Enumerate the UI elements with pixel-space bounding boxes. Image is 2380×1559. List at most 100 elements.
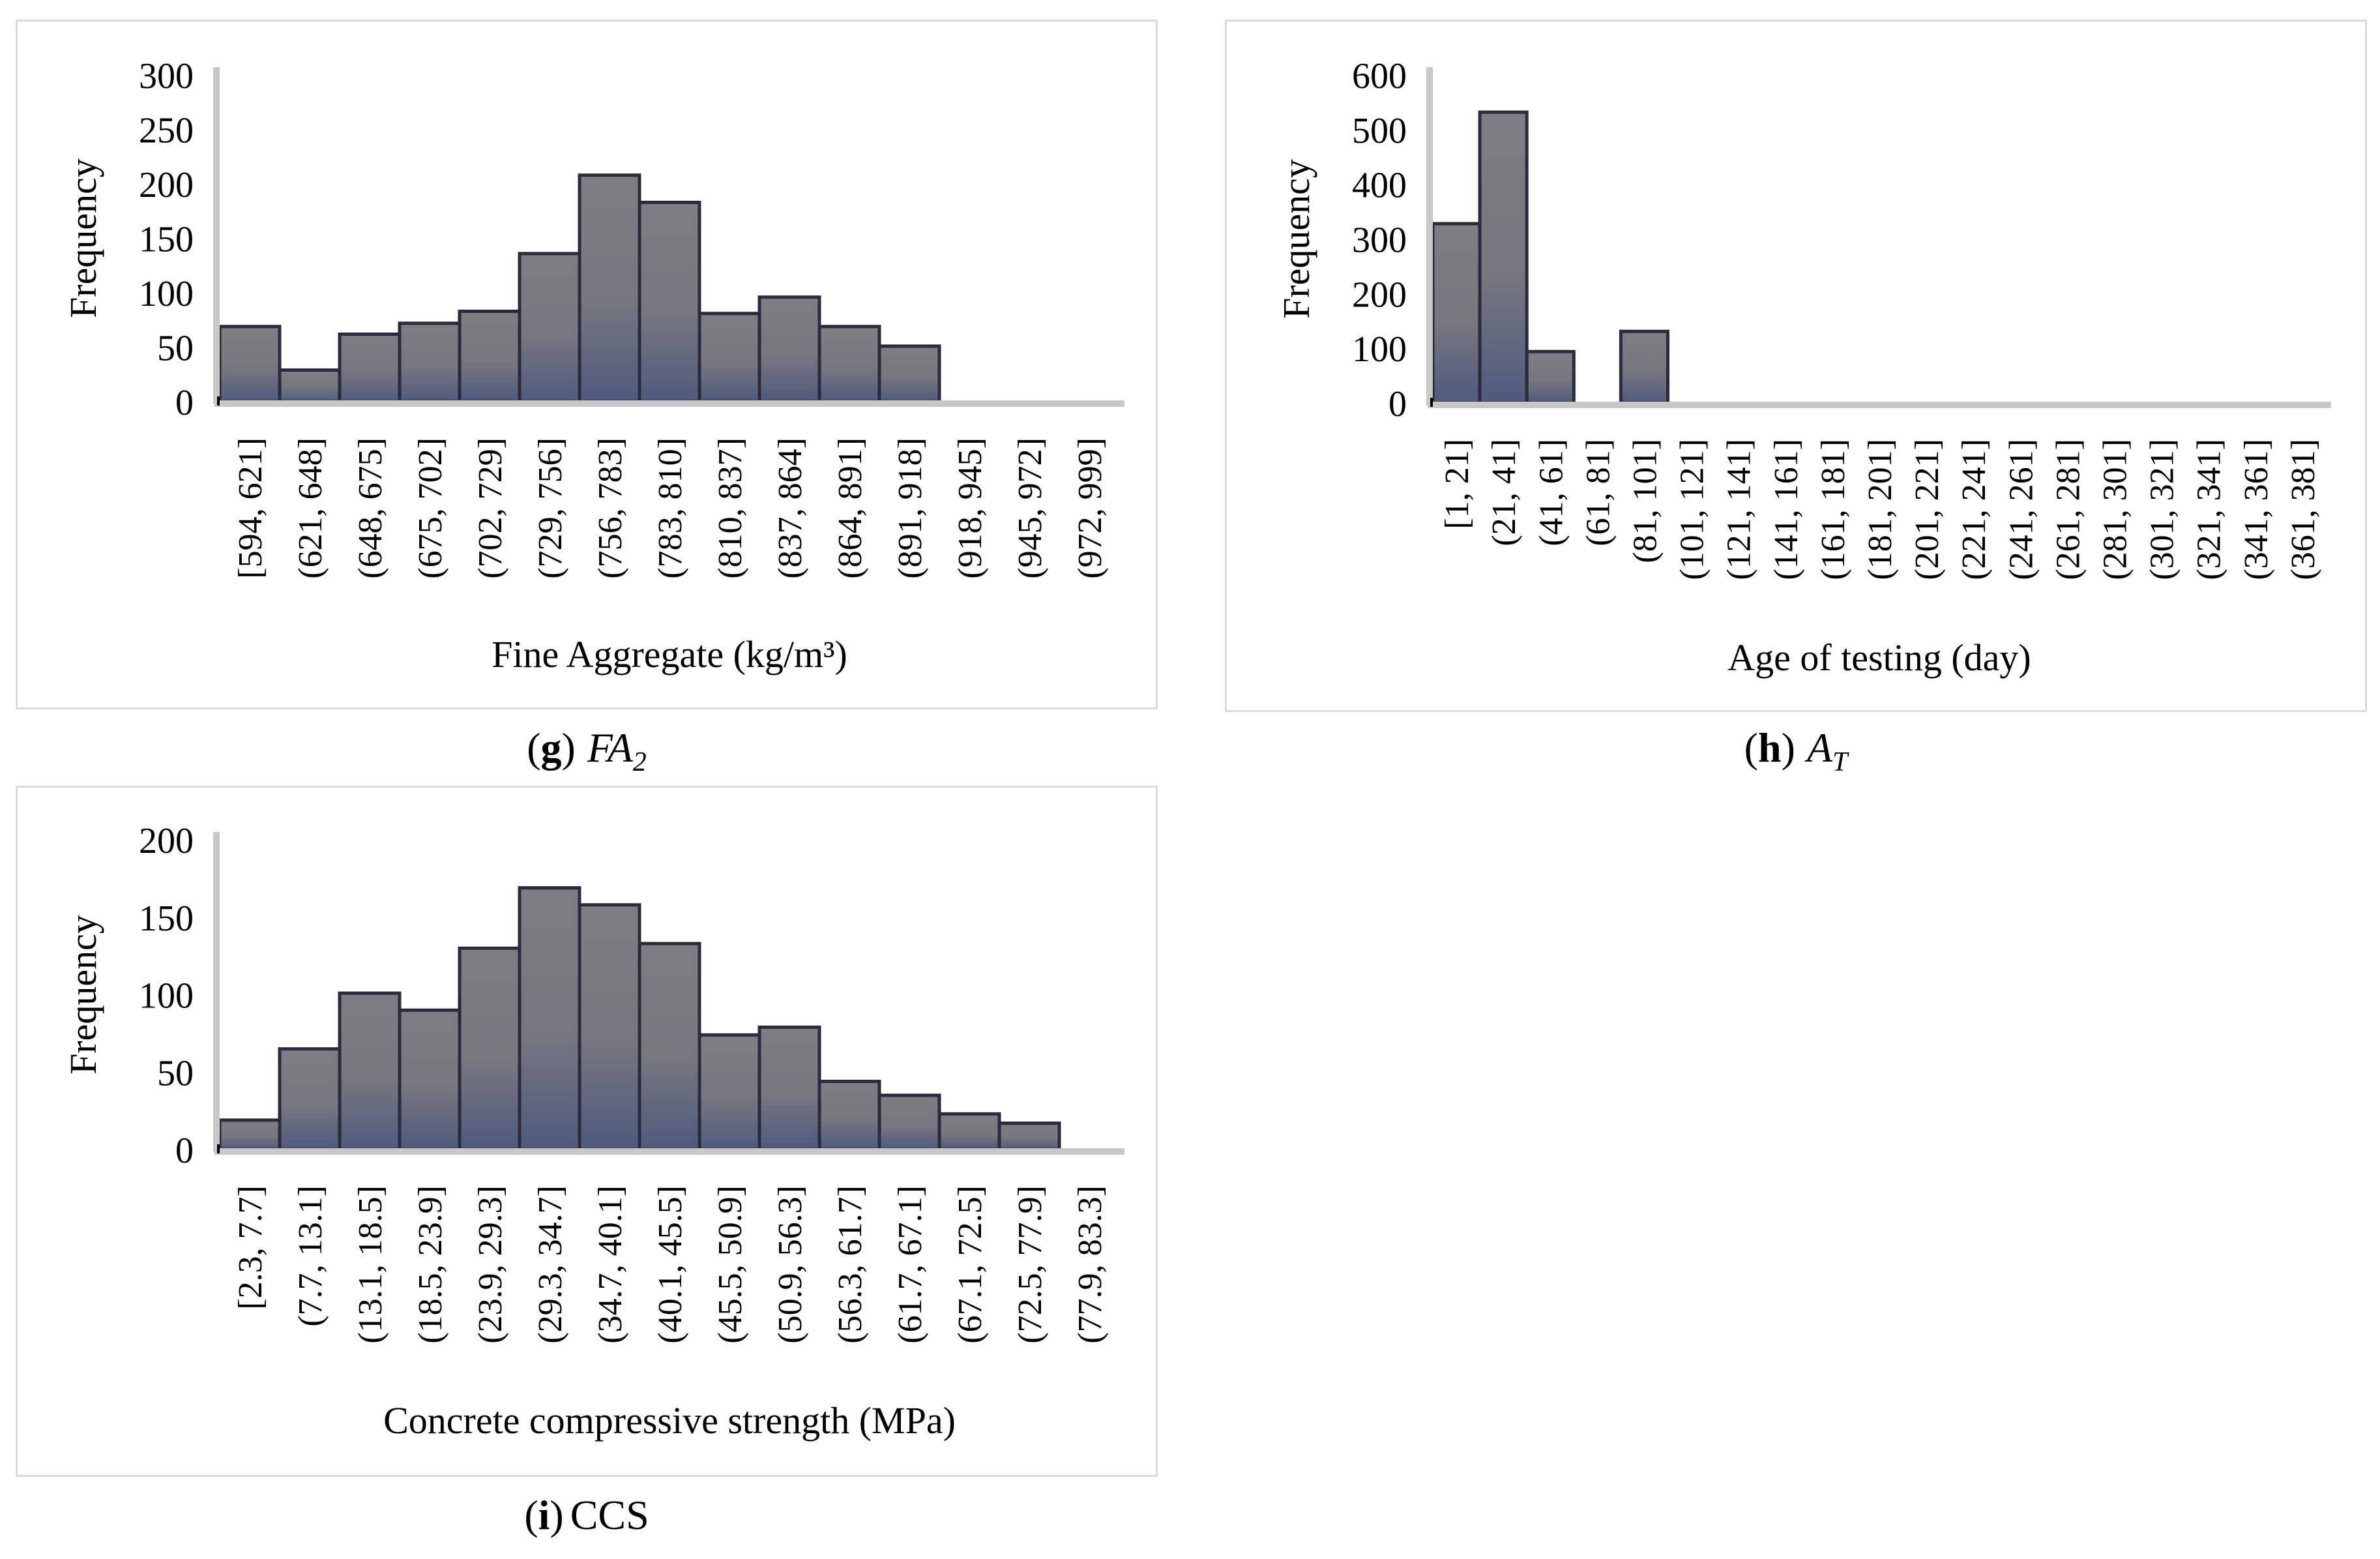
caption-symbol: AT [1806,724,1848,777]
x-tick-label: (361, 381] [2285,439,2322,580]
x-tick-label: [1, 21] [1439,439,1476,529]
x-tick-label: (783, 810] [652,438,689,579]
chart-svg-fine-aggregate: 0 50 100 150 200 250 300 Frequency [594, 621] (62… [62,56,1124,676]
x-tick-label: (23.9, 29.3] [472,1185,509,1344]
caption-letter: i [538,1492,550,1538]
y-tick-label: 100 [139,274,194,314]
histogram-bar [1431,222,1482,405]
x-tick-label: (241, 261] [2003,439,2040,580]
x-tick-label: (181, 201] [1862,439,1899,580]
y-tick-label: 200 [139,821,194,861]
chart-panel-age-of-testing: 0 100 200 300 400 500 600 Frequency [1, 21] (21, … [1225,20,2367,712]
histogram-bar [757,1025,821,1151]
x-tick-label: (101, 121] [1674,439,1711,580]
histogram-bar [1619,329,1670,405]
caption-i: (i) CCS [524,1492,649,1538]
histogram-bar [458,309,522,404]
histogram-bar [877,1093,941,1151]
histogram-bar [518,886,581,1151]
y-tick-label: 50 [157,329,194,369]
y-tick-label: 300 [1352,220,1407,261]
x-tick-label: (41, 61] [1533,439,1570,546]
x-tick-label: (40.1, 45.5] [652,1185,689,1344]
histogram-bar [218,1118,282,1151]
x-tick-label: (321, 341] [2191,439,2228,580]
x-tick-label: (891, 918] [892,438,929,579]
y-tick-label: 200 [1352,275,1407,315]
x-tick-label: (50.9, 56.3] [772,1185,809,1344]
x-tick-label: (301, 321] [2144,439,2181,580]
x-axis-title: Concrete compressive strength (MPa) [383,1399,956,1442]
chart-panel-compressive-strength: 0 50 100 150 200 Frequency [2.3, 7.7] (7.7, 13.… [16,786,1158,1477]
x-tick-label: (67.1, 72.5] [952,1185,989,1344]
x-tick-label: (56.3, 61.7] [832,1185,869,1344]
histogram-bar [518,252,581,404]
x-tick-label: (341, 361] [2238,439,2275,580]
y-tick-label: 200 [139,165,194,205]
x-tick-label: (648, 675] [352,438,389,579]
x-tick-label: (837, 864] [772,438,809,579]
histogram-bar [218,325,282,404]
caption-letter: g [540,724,562,771]
histogram-bar [398,1008,462,1151]
histogram-bar [1525,349,1576,405]
histogram-bar [398,321,462,404]
x-tick-label: (61, 81] [1579,439,1617,546]
y-tick-label: 150 [139,220,194,260]
x-tick-label: (729, 756] [532,438,569,579]
y-tick-label: 300 [139,56,194,97]
x-tick-label: [2.3, 7.7] [232,1185,269,1310]
x-tick-label: (45.5, 50.9] [712,1185,749,1344]
caption-letter: h [1757,724,1782,771]
x-tick-label: (702, 729] [472,438,509,579]
histogram-bar [278,368,342,404]
y-tick-label: 250 [139,111,194,151]
histogram-bar [578,173,641,404]
y-axis-title: Frequency [62,158,104,318]
x-tick-label: (77.9, 83.3] [1072,1185,1109,1344]
y-axis-title: Frequency [1275,159,1317,319]
x-tick-label: (81, 101] [1626,439,1664,563]
histogram-bar [458,946,522,1151]
y-tick-label: 0 [175,1131,194,1171]
histogram-bar [338,332,402,404]
y-tick-label: 150 [139,898,194,939]
y-tick-label: 400 [1352,166,1407,206]
x-tick-label: (34.7, 40.1] [592,1185,629,1344]
x-axis-title: Age of testing (day) [1727,636,2031,679]
x-tick-label: (121, 141] [1721,439,1758,580]
y-tick-label: 500 [1352,111,1407,151]
x-tick-label: (675, 702] [412,438,449,579]
histogram-bar [1478,110,1529,405]
x-tick-label: (72.5, 77.9] [1012,1185,1049,1344]
x-axis-title: Fine Aggregate (kg/m³) [492,633,847,676]
x-tick-label: (621, 648] [292,438,329,579]
x-tick-label: (972, 999] [1072,438,1109,579]
histogram-bar [817,1080,881,1151]
x-tick-label: (161, 181] [1815,439,1852,580]
x-tick-label: (756, 783] [592,438,629,579]
x-tick-label: (21, 41] [1486,439,1523,546]
y-tick-label: 100 [1352,329,1407,370]
x-tick-label: (810, 837] [712,438,749,579]
histogram-bar [278,1047,342,1151]
y-tick-label: 0 [175,383,194,423]
y-tick-label: 50 [157,1053,194,1093]
histogram-bar [937,1112,1001,1151]
chart-svg-compressive-strength: 0 50 100 150 200 Frequency [2.3, 7.7] (7.7, 13.… [62,821,1124,1442]
x-tick-label: (201, 221] [1909,439,1946,580]
x-tick-label: (261, 281] [2049,439,2087,580]
y-tick-label: 0 [1388,384,1407,424]
x-tick-label: (13.1, 18.5] [352,1185,389,1344]
histogram-bar [877,344,941,404]
histogram-bar [698,312,761,404]
histogram-bar [817,325,881,404]
x-tick-label: (918, 945] [952,438,989,579]
x-tick-label: (7.7, 13.1] [292,1185,329,1327]
x-tick-label: (141, 161] [1768,439,1805,580]
x-tick-label: (61.7, 67.1] [892,1185,929,1344]
histogram-bar [638,200,701,404]
histogram-bar [698,1033,761,1151]
y-tick-label: 600 [1352,56,1407,97]
x-tick-label: (864, 891] [832,438,869,579]
